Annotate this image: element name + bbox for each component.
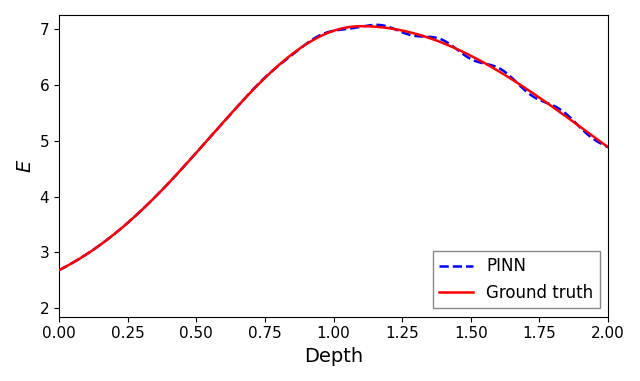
Line: PINN: PINN <box>59 25 608 270</box>
Ground truth <box>488 65 495 69</box>
Y-axis label: E: E <box>15 160 34 172</box>
Ground truth <box>55 268 63 272</box>
Ground truth <box>588 133 596 138</box>
Ground truth <box>308 39 316 43</box>
PINN <box>589 136 596 141</box>
Legend: PINN, Ground truth: PINN, Ground truth <box>433 251 600 308</box>
PINN <box>308 38 316 42</box>
PINN <box>488 63 495 67</box>
Ground truth <box>604 145 612 149</box>
PINN <box>322 30 330 35</box>
PINN <box>372 22 380 27</box>
Ground truth <box>357 24 365 29</box>
PINN <box>604 145 612 149</box>
PINN <box>55 268 63 272</box>
X-axis label: Depth: Depth <box>304 347 363 366</box>
PINN <box>588 136 596 140</box>
Line: Ground truth: Ground truth <box>59 26 608 270</box>
Ground truth <box>589 133 596 138</box>
Ground truth <box>83 252 91 256</box>
Ground truth <box>322 31 330 36</box>
PINN <box>83 252 91 256</box>
